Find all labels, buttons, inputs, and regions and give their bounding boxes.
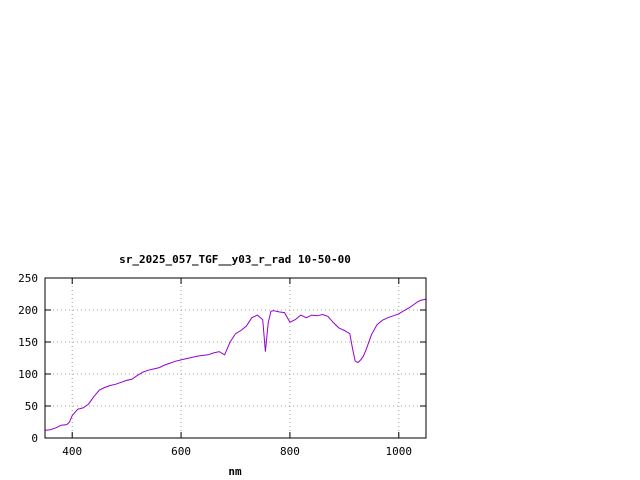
series-line <box>44 298 427 431</box>
chart-title: sr_2025_057_TGF__y03_r_rad 10-50-00 <box>119 253 351 266</box>
y-tick-label: 50 <box>25 400 38 413</box>
y-tick-label: 200 <box>18 304 38 317</box>
x-axis-label: nm <box>228 465 242 478</box>
x-tick-label: 600 <box>171 445 191 458</box>
y-tick-label: 0 <box>31 432 38 445</box>
x-axis: 400 600 800 1000 <box>62 278 412 458</box>
x-tick-label: 1000 <box>386 445 413 458</box>
grid-lines <box>45 278 426 438</box>
data-series <box>44 298 427 431</box>
plot-border <box>44 277 427 439</box>
y-tick-label: 100 <box>18 368 38 381</box>
x-tick-label: 800 <box>280 445 300 458</box>
y-axis: 0 50 100 150 200 250 <box>18 272 426 445</box>
x-tick-label: 400 <box>62 445 82 458</box>
y-tick-label: 250 <box>18 272 38 285</box>
y-tick-label: 150 <box>18 336 38 349</box>
